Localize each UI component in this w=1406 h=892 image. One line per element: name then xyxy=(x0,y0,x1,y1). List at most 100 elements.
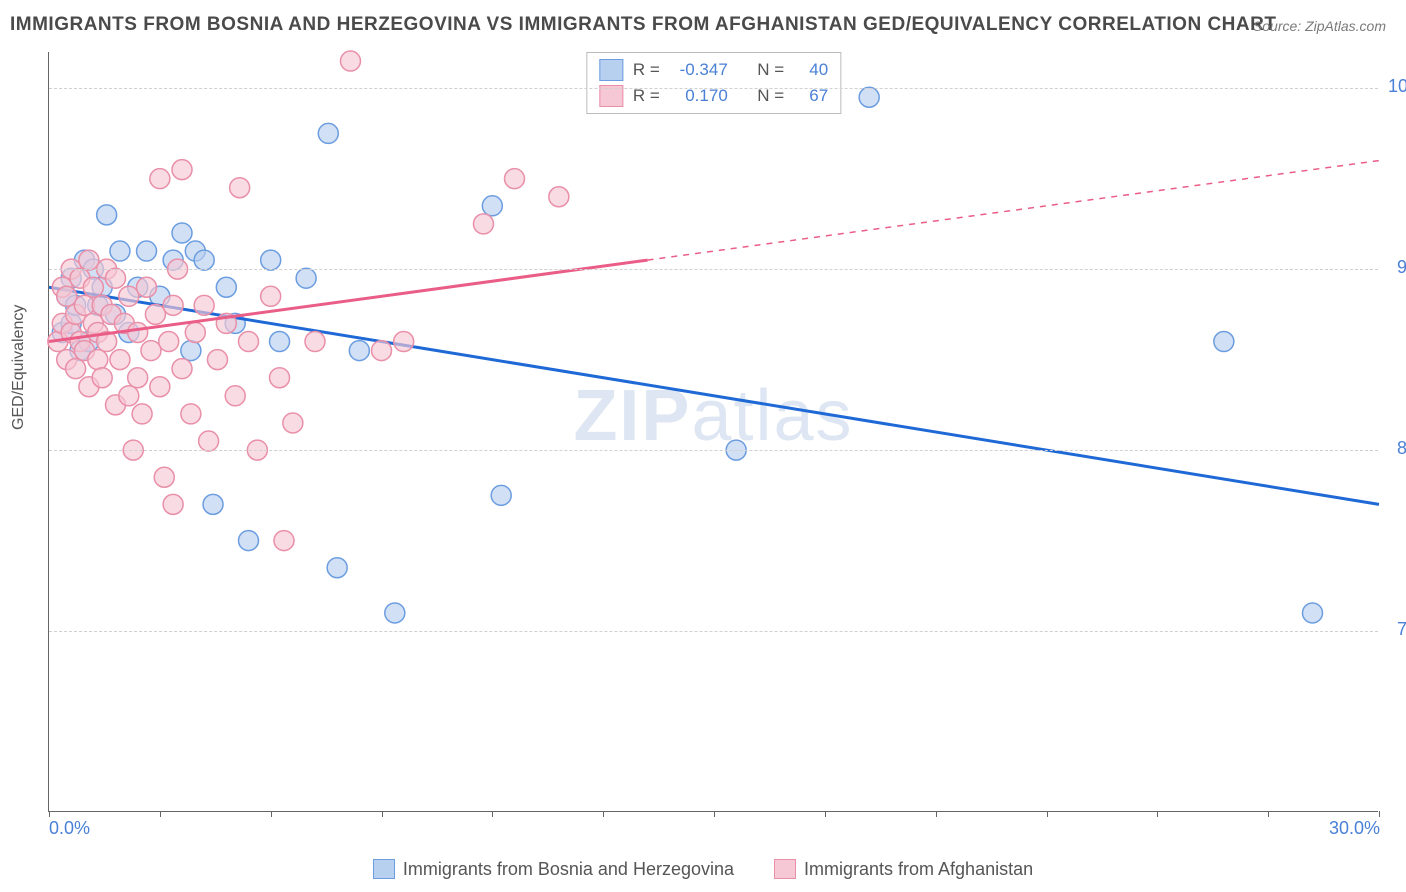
scatter-point xyxy=(230,178,250,198)
scatter-point xyxy=(859,87,879,107)
x-tick xyxy=(603,811,604,817)
scatter-point xyxy=(172,160,192,180)
legend-swatch xyxy=(774,859,796,879)
scatter-point xyxy=(110,241,130,261)
y-tick-label: 100.0% xyxy=(1388,76,1406,97)
scatter-point xyxy=(491,485,511,505)
scatter-point xyxy=(119,386,139,406)
scatter-point xyxy=(172,223,192,243)
x-tick xyxy=(1379,811,1380,817)
gridline-h xyxy=(49,88,1378,89)
legend-series-item: Immigrants from Afghanistan xyxy=(774,859,1033,880)
scatter-point xyxy=(106,268,126,288)
scatter-point xyxy=(137,277,157,297)
scatter-point xyxy=(128,322,148,342)
scatter-point xyxy=(274,531,294,551)
legend-row: R = -0.347 N = 40 xyxy=(599,57,828,83)
scatter-point xyxy=(83,277,103,297)
plot-area: ZIPatlas R =-0.347 N =40R =0.170 N =67 7… xyxy=(48,52,1378,812)
legend-series-item: Immigrants from Bosnia and Herzegovina xyxy=(373,859,734,880)
x-tick xyxy=(160,811,161,817)
scatter-point xyxy=(296,268,316,288)
scatter-point xyxy=(66,359,86,379)
legend-n-value: 40 xyxy=(794,60,828,80)
legend-correlation: R = -0.347 N = 40 R =0.170 N =67 xyxy=(586,52,841,114)
gridline-h xyxy=(49,631,1378,632)
scatter-point xyxy=(185,322,205,342)
scatter-point xyxy=(110,350,130,370)
scatter-point xyxy=(159,332,179,352)
gridline-h xyxy=(49,450,1378,451)
y-axis-label: GED/Equivalency xyxy=(10,305,28,430)
x-tick-label: 30.0% xyxy=(1329,818,1380,839)
chart-source: Source: ZipAtlas.com xyxy=(1253,18,1386,34)
scatter-point xyxy=(119,286,139,306)
scatter-point xyxy=(216,277,236,297)
scatter-point xyxy=(194,250,214,270)
x-tick xyxy=(1157,811,1158,817)
scatter-point xyxy=(473,214,493,234)
scatter-point xyxy=(97,205,117,225)
legend-swatch xyxy=(373,859,395,879)
plot-svg xyxy=(49,52,1378,811)
scatter-point xyxy=(88,350,108,370)
trend-line xyxy=(49,287,1379,504)
scatter-point xyxy=(372,341,392,361)
scatter-point xyxy=(194,295,214,315)
scatter-point xyxy=(145,304,165,324)
x-tick xyxy=(382,811,383,817)
scatter-point xyxy=(79,250,99,270)
x-tick xyxy=(1047,811,1048,817)
x-tick xyxy=(1268,811,1269,817)
gridline-h xyxy=(49,269,1378,270)
scatter-point xyxy=(150,377,170,397)
x-tick xyxy=(936,811,937,817)
x-tick xyxy=(825,811,826,817)
scatter-point xyxy=(385,603,405,623)
scatter-point xyxy=(154,467,174,487)
scatter-point xyxy=(172,359,192,379)
legend-series: Immigrants from Bosnia and Herzegovina Im… xyxy=(0,859,1406,885)
scatter-point xyxy=(1214,332,1234,352)
scatter-point xyxy=(163,494,183,514)
scatter-point xyxy=(199,431,219,451)
scatter-point xyxy=(340,51,360,71)
scatter-point xyxy=(181,341,201,361)
scatter-point xyxy=(137,241,157,261)
scatter-point xyxy=(239,531,259,551)
y-tick-label: 80.0% xyxy=(1388,438,1406,459)
scatter-point xyxy=(132,404,152,424)
legend-r-value: -0.347 xyxy=(670,60,728,80)
scatter-point xyxy=(283,413,303,433)
x-tick xyxy=(714,811,715,817)
scatter-point xyxy=(261,286,281,306)
scatter-point xyxy=(225,386,245,406)
legend-series-label: Immigrants from Afghanistan xyxy=(804,859,1033,880)
scatter-point xyxy=(482,196,502,216)
legend-n-label: N = xyxy=(757,60,784,80)
scatter-point xyxy=(305,332,325,352)
scatter-point xyxy=(207,350,227,370)
legend-swatch xyxy=(599,59,623,81)
x-tick xyxy=(271,811,272,817)
legend-r-label: R = xyxy=(633,60,660,80)
trend-line-dashed xyxy=(648,161,1380,261)
scatter-point xyxy=(92,368,112,388)
legend-row: R =0.170 N =67 xyxy=(599,83,828,109)
x-tick-label: 0.0% xyxy=(49,818,90,839)
scatter-point xyxy=(394,332,414,352)
scatter-point xyxy=(163,295,183,315)
scatter-point xyxy=(261,250,281,270)
scatter-point xyxy=(270,332,290,352)
chart-title: IMMIGRANTS FROM BOSNIA AND HERZEGOVINA V… xyxy=(10,14,1276,36)
y-tick-label: 70.0% xyxy=(1388,619,1406,640)
scatter-point xyxy=(181,404,201,424)
scatter-point xyxy=(203,494,223,514)
scatter-point xyxy=(1303,603,1323,623)
scatter-point xyxy=(318,123,338,143)
scatter-point xyxy=(150,169,170,189)
scatter-point xyxy=(270,368,290,388)
scatter-point xyxy=(549,187,569,207)
scatter-point xyxy=(349,341,369,361)
scatter-point xyxy=(327,558,347,578)
